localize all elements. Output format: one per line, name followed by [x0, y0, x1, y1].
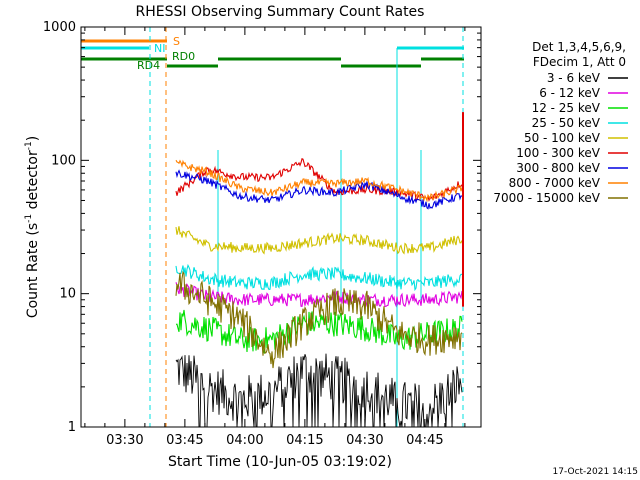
legend-label-6: 300 - 800 keV — [516, 161, 600, 175]
y-axis-label-end: ) — [25, 136, 41, 141]
y-tick-label-3: 1000 — [43, 20, 76, 35]
y-axis-label-mid: detector — [25, 150, 41, 214]
flag-bars: S NI RD0 RD4 — [81, 35, 464, 72]
legend-label-2: 12 - 25 keV — [532, 101, 601, 115]
y-axis-label-exp2: -1 — [24, 141, 34, 150]
legend-header-line-1: Det 1,3,4,5,6,9, — [532, 40, 626, 54]
x-tick-label-3: 04:15 — [286, 433, 323, 448]
plot-frame — [80, 26, 482, 428]
y-tick-label-0: 1 — [68, 420, 76, 435]
x-tick-label-0: 03:30 — [106, 433, 143, 448]
series-line-8 — [175, 270, 463, 369]
flag-label-rd4: RD4 — [137, 59, 160, 72]
chart-title: RHESSI Observing Summary Count Rates — [136, 4, 425, 20]
timestamp: 17-Oct-2021 14:15 — [553, 467, 638, 477]
series-line-6 — [175, 169, 463, 210]
x-axis-ticks: 03:30 03:45 04:00 04:15 04:30 04:45 — [84, 27, 466, 448]
y-axis-ticks: 1 10 100 1000 — [43, 20, 481, 435]
legend-label-7: 800 - 7000 keV — [509, 176, 601, 190]
series-line-4 — [175, 226, 463, 255]
legend-label-0: 3 - 6 keV — [547, 71, 601, 85]
y-axis-label-exp1: -1 — [24, 214, 34, 223]
flag-label-rd0: RD0 — [172, 50, 195, 63]
x-tick-label-4: 04:30 — [346, 433, 383, 448]
legend-header-line-2: FDecim 1, Att 0 — [533, 55, 626, 69]
legend-label-3: 25 - 50 keV — [532, 116, 601, 130]
y-axis-label: Count Rate (s-1 detector-1) — [24, 136, 41, 318]
series-line-7 — [175, 159, 463, 203]
flag-label-ni: NI — [154, 42, 165, 55]
legend-label-8: 7000 - 15000 keV — [493, 191, 600, 205]
y-tick-label-2: 100 — [51, 153, 76, 168]
x-tick-label-5: 04:45 — [406, 433, 443, 448]
flag-label-s: S — [173, 35, 180, 48]
y-axis-label-main: Count Rate (s — [25, 223, 41, 318]
series-line-0 — [175, 353, 463, 428]
legend-label-5: 100 - 300 keV — [516, 146, 600, 160]
legend-label-4: 50 - 100 keV — [524, 131, 601, 145]
y-tick-label-1: 10 — [59, 287, 76, 302]
x-tick-label-2: 04:00 — [226, 433, 263, 448]
legend-label-1: 6 - 12 keV — [539, 86, 601, 100]
series-line-3 — [175, 263, 463, 292]
x-tick-label-1: 03:45 — [166, 433, 203, 448]
data-series — [175, 112, 464, 428]
legend: Det 1,3,4,5,6,9, FDecim 1, Att 0 3 - 6 k… — [493, 40, 628, 205]
x-axis-label: Start Time (10-Jun-05 03:19:02) — [168, 454, 392, 470]
